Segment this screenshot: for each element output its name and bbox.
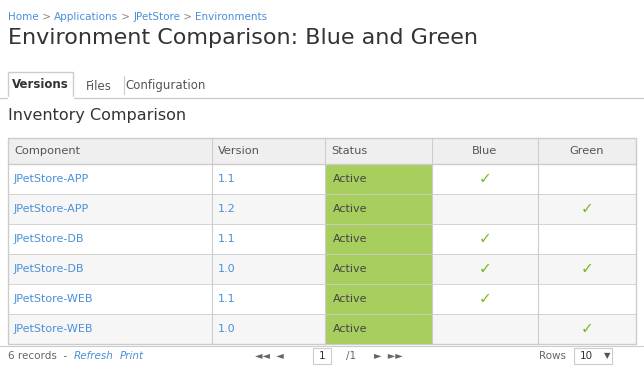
Text: 1.1: 1.1 [218,294,236,304]
Text: -: - [57,351,73,361]
Text: JPetStore-WEB: JPetStore-WEB [14,294,93,304]
Bar [8,254,636,284]
Text: 6 records: 6 records [8,351,57,361]
Bar [325,254,432,284]
Text: Active: Active [333,294,368,304]
Text: Inventory Comparison: Inventory Comparison [8,108,186,123]
Bar [8,138,636,344]
Text: 10: 10 [580,351,593,361]
Text: JPetStore-DB: JPetStore-DB [14,264,84,274]
Bar [325,284,432,314]
Text: Active: Active [333,174,368,184]
Text: >: > [39,12,54,22]
Text: Print: Print [120,351,144,361]
Text: 1.0: 1.0 [218,264,236,274]
Text: ▼: ▼ [604,351,611,360]
Text: ✓: ✓ [581,262,593,277]
Bar [8,72,73,98]
Text: Active: Active [333,264,368,274]
Text: 1.2: 1.2 [218,204,236,214]
Text: ✓: ✓ [478,291,491,307]
Text: Component: Component [14,146,80,156]
Bar [8,284,636,314]
Text: 1.0: 1.0 [218,324,236,334]
Bar [325,194,432,224]
Text: JPetStore: JPetStore [133,12,180,22]
Text: ✓: ✓ [581,321,593,337]
Bar [313,348,331,364]
Bar [8,314,636,344]
Text: ►  ►►: ► ►► [374,351,402,361]
Text: Green: Green [570,146,604,156]
Text: Blue: Blue [473,146,498,156]
Text: Applications: Applications [54,12,118,22]
Text: Active: Active [333,324,368,334]
Text: Active: Active [333,234,368,244]
Bar [8,194,636,224]
Text: JPetStore-WEB: JPetStore-WEB [14,324,93,334]
Text: 1.1: 1.1 [218,234,236,244]
Text: Versions: Versions [12,78,69,91]
Bar [8,224,636,254]
Text: ✓: ✓ [478,232,491,246]
Bar [574,348,612,364]
Text: Status: Status [331,146,367,156]
Text: JPetStore-APP: JPetStore-APP [14,174,90,184]
Text: >: > [180,12,196,22]
Text: Environment Comparison: Blue and Green: Environment Comparison: Blue and Green [8,28,478,48]
Bar [325,314,432,344]
Text: ◄◄  ◄: ◄◄ ◄ [255,351,284,361]
Text: Home: Home [8,12,39,22]
Text: Version: Version [218,146,260,156]
Text: Refresh: Refresh [73,351,113,361]
Text: ✓: ✓ [478,262,491,277]
Text: JPetStore-APP: JPetStore-APP [14,204,90,214]
Bar [8,138,636,164]
Text: ✓: ✓ [478,172,491,186]
Text: Files: Files [86,80,112,92]
Text: >: > [118,12,133,22]
Text: ✓: ✓ [581,202,593,216]
Bar [325,224,432,254]
Text: JPetStore-DB: JPetStore-DB [14,234,84,244]
Bar [8,164,636,194]
Text: Rows: Rows [539,351,566,361]
Text: Active: Active [333,204,368,214]
Text: Environments: Environments [196,12,268,22]
Bar [325,164,432,194]
Text: /1: /1 [346,351,356,361]
Text: 1: 1 [319,351,325,361]
Text: 1.1: 1.1 [218,174,236,184]
Text: Configuration: Configuration [126,80,205,92]
